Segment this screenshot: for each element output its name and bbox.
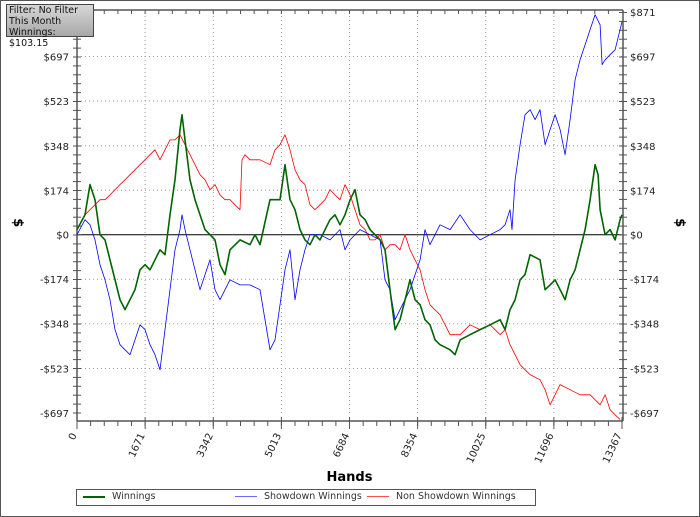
y-tick-label-right: $0 [630,231,643,242]
y-tick-label-right: -$523 [630,365,659,376]
y-tick-label-left: -$523 [40,365,69,376]
x-axis-title: Hands [327,470,373,485]
period-label: This Month [9,16,62,27]
y-tick-label-right: $697 [630,52,655,63]
y-tick-label-right: -$174 [630,275,659,286]
x-tick-label: 3342 [195,432,216,460]
x-tick-label: 6684 [332,432,353,460]
filter-info-box: Filter: No Filter This Month Winnings: $… [6,4,94,49]
y-tick-label-right: $348 [630,142,655,153]
y-tick-label-left: $174 [44,186,69,197]
y-tick-label-right: $523 [630,97,655,108]
y-tick-label-left: $0 [56,231,69,242]
y-tick-label-left: $348 [44,142,69,153]
x-tick-label: 10025 [465,432,488,465]
y-tick-label-right: -$697 [630,409,659,420]
x-tick-label: 13367 [601,432,624,465]
legend-item-showdown: Showdown Winnings [235,491,362,502]
showdown-winnings-line [76,14,623,371]
legend-item-non-showdown: Non Showdown Winnings [367,491,516,502]
y-axis-title-right: $ [672,218,687,227]
legend: Winnings Showdown Winnings Non Showdown … [76,489,536,506]
legend-item-winnings: Winnings [83,491,156,502]
winnings-label: Winnings: $103.15 [9,27,56,49]
y-tick-label-right: $174 [630,186,655,197]
y-axis-title-left: $ [10,218,25,227]
legend-swatch [367,496,389,497]
y-tick-label-left: $523 [44,97,69,108]
x-tick-label: 8354 [400,432,421,460]
y-tick-label-left: -$174 [40,275,69,286]
y-tick-label-right: $871 [630,8,655,19]
x-tick-label: 1671 [127,432,148,460]
x-tick-label: 11696 [533,432,556,465]
y-tick-label-left: $697 [44,52,69,63]
legend-label: Non Showdown Winnings [396,491,516,502]
legend-label: Showdown Winnings [264,491,362,502]
legend-swatch [235,496,257,497]
y-tick-label-left: -$348 [40,320,69,331]
non-showdown-winnings-line [76,134,621,420]
y-tick-label-right: -$348 [630,320,659,331]
filter-label: Filter: No Filter [9,5,79,16]
legend-swatch [83,495,105,498]
x-tick-label: 0 [67,432,80,442]
x-tick-label: 5013 [263,432,284,460]
legend-label: Winnings [112,491,156,502]
winnings-line [76,114,623,356]
y-tick-label-left: -$697 [40,409,69,420]
